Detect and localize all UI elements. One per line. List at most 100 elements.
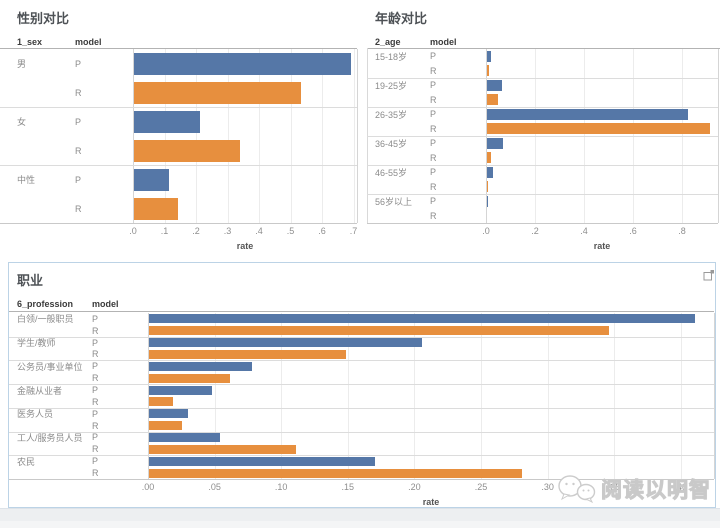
bar-p-1[interactable] (487, 79, 502, 91)
group-separator (0, 107, 357, 108)
x-tick-label: .30 (541, 482, 554, 492)
bar-r-1[interactable] (149, 349, 346, 359)
bar-r-2[interactable] (134, 197, 178, 220)
gridline (353, 49, 355, 223)
gridline (214, 313, 216, 479)
x-tick-label: .10 (274, 482, 288, 492)
x-tick-label: .35 (607, 482, 621, 492)
category-label: 26-35岁 (375, 109, 408, 120)
bar-p-0[interactable] (134, 52, 351, 75)
bar-p-3[interactable] (149, 385, 212, 395)
model-label: R (75, 203, 82, 214)
gridline (347, 313, 349, 479)
bar-r-2[interactable] (149, 373, 230, 383)
x-tick-label: .05 (208, 482, 221, 492)
bar-p-2[interactable] (149, 361, 252, 371)
bar-r-1[interactable] (134, 139, 240, 162)
model-label: P (75, 58, 82, 69)
bar-p-2[interactable] (134, 168, 169, 191)
bar-r-3[interactable] (487, 152, 491, 164)
bar-p-0[interactable] (487, 50, 491, 62)
x-tick-label: .3 (223, 226, 232, 236)
model-label: P (430, 167, 437, 178)
category-label: 农民 (17, 456, 36, 467)
model-label: P (430, 80, 437, 91)
bar-p-5[interactable] (149, 432, 220, 442)
chart-title-age: 年龄对比 (375, 11, 428, 26)
model-label: P (75, 116, 82, 127)
plot-right-border (718, 49, 719, 223)
category-label: 工人/服务员人员 (17, 432, 83, 443)
model-label: P (430, 138, 437, 149)
gridline (281, 313, 283, 479)
bar-p-1[interactable] (149, 338, 422, 348)
gridline (196, 49, 197, 223)
x-tick-label: .25 (474, 482, 488, 492)
group-separator (9, 455, 714, 457)
gridline (481, 313, 482, 479)
model-label: P (92, 313, 99, 324)
x-tick-label: .15 (341, 482, 355, 492)
model-column-header: model (92, 299, 119, 309)
bar-r-2[interactable] (487, 123, 710, 135)
open-in-new-icon[interactable] (703, 268, 715, 281)
x-tick-label: .1 (160, 226, 169, 236)
dimension-column-header: 6_profession (17, 299, 74, 309)
plot-right-border (357, 49, 358, 223)
bar-p-0[interactable] (149, 314, 695, 324)
model-label: R (430, 152, 437, 163)
x-tick-label: .7 (349, 226, 358, 236)
group-separator (9, 407, 714, 409)
bar-r-0[interactable] (487, 65, 489, 77)
bar-r-1[interactable] (487, 94, 498, 106)
model-column-header: model (430, 37, 457, 47)
chart-title-gender: 性别对比 (17, 11, 70, 26)
x-axis-title: rate (593, 241, 611, 251)
bar-r-0[interactable] (149, 326, 609, 336)
model-label: P (92, 385, 99, 396)
model-label: R (92, 444, 99, 455)
bar-r-3[interactable] (149, 397, 173, 407)
bar-p-1[interactable] (134, 110, 200, 133)
model-label: R (92, 373, 99, 384)
bar-r-4[interactable] (149, 421, 182, 431)
category-label: 56岁以上 (375, 196, 413, 207)
dimension-column-header: 2_age (375, 37, 401, 47)
bar-p-6[interactable] (149, 456, 375, 466)
gridline (547, 313, 549, 479)
bar-p-3[interactable] (487, 137, 503, 149)
model-label: P (430, 109, 437, 120)
bar-r-4[interactable] (487, 181, 488, 193)
bar-p-5[interactable] (487, 195, 488, 207)
model-label: R (92, 420, 99, 431)
footer-strip (0, 508, 720, 522)
model-label: P (92, 361, 99, 372)
model-label: R (92, 468, 99, 479)
category-label: 医务人员 (17, 409, 54, 420)
model-label: R (92, 349, 99, 360)
model-label: P (430, 51, 437, 62)
group-separator (9, 336, 714, 338)
model-label: R (430, 123, 437, 134)
x-tick-label: .2 (192, 226, 200, 236)
category-label: 男 (17, 59, 27, 69)
header-divider (0, 48, 357, 49)
category-label: 公务员/事业单位 (17, 361, 83, 372)
bar-p-2[interactable] (487, 108, 688, 120)
model-label: R (430, 65, 437, 76)
x-tick-label: .4 (255, 226, 263, 236)
model-label: R (430, 210, 437, 221)
bar-p-4[interactable] (149, 409, 188, 419)
panel-left-border (367, 48, 368, 223)
category-label: 金融从业者 (17, 385, 63, 396)
x-tick-label: .6 (629, 226, 637, 236)
category-label: 36-45岁 (375, 138, 408, 149)
gridline (259, 49, 260, 223)
bar-r-6[interactable] (149, 468, 522, 478)
bar-r-5[interactable] (149, 444, 296, 454)
category-label: 15-18岁 (375, 51, 408, 62)
category-label: 女 (17, 117, 27, 127)
bar-p-4[interactable] (487, 166, 493, 178)
x-axis-title: rate (236, 241, 254, 251)
bar-r-0[interactable] (134, 81, 301, 104)
